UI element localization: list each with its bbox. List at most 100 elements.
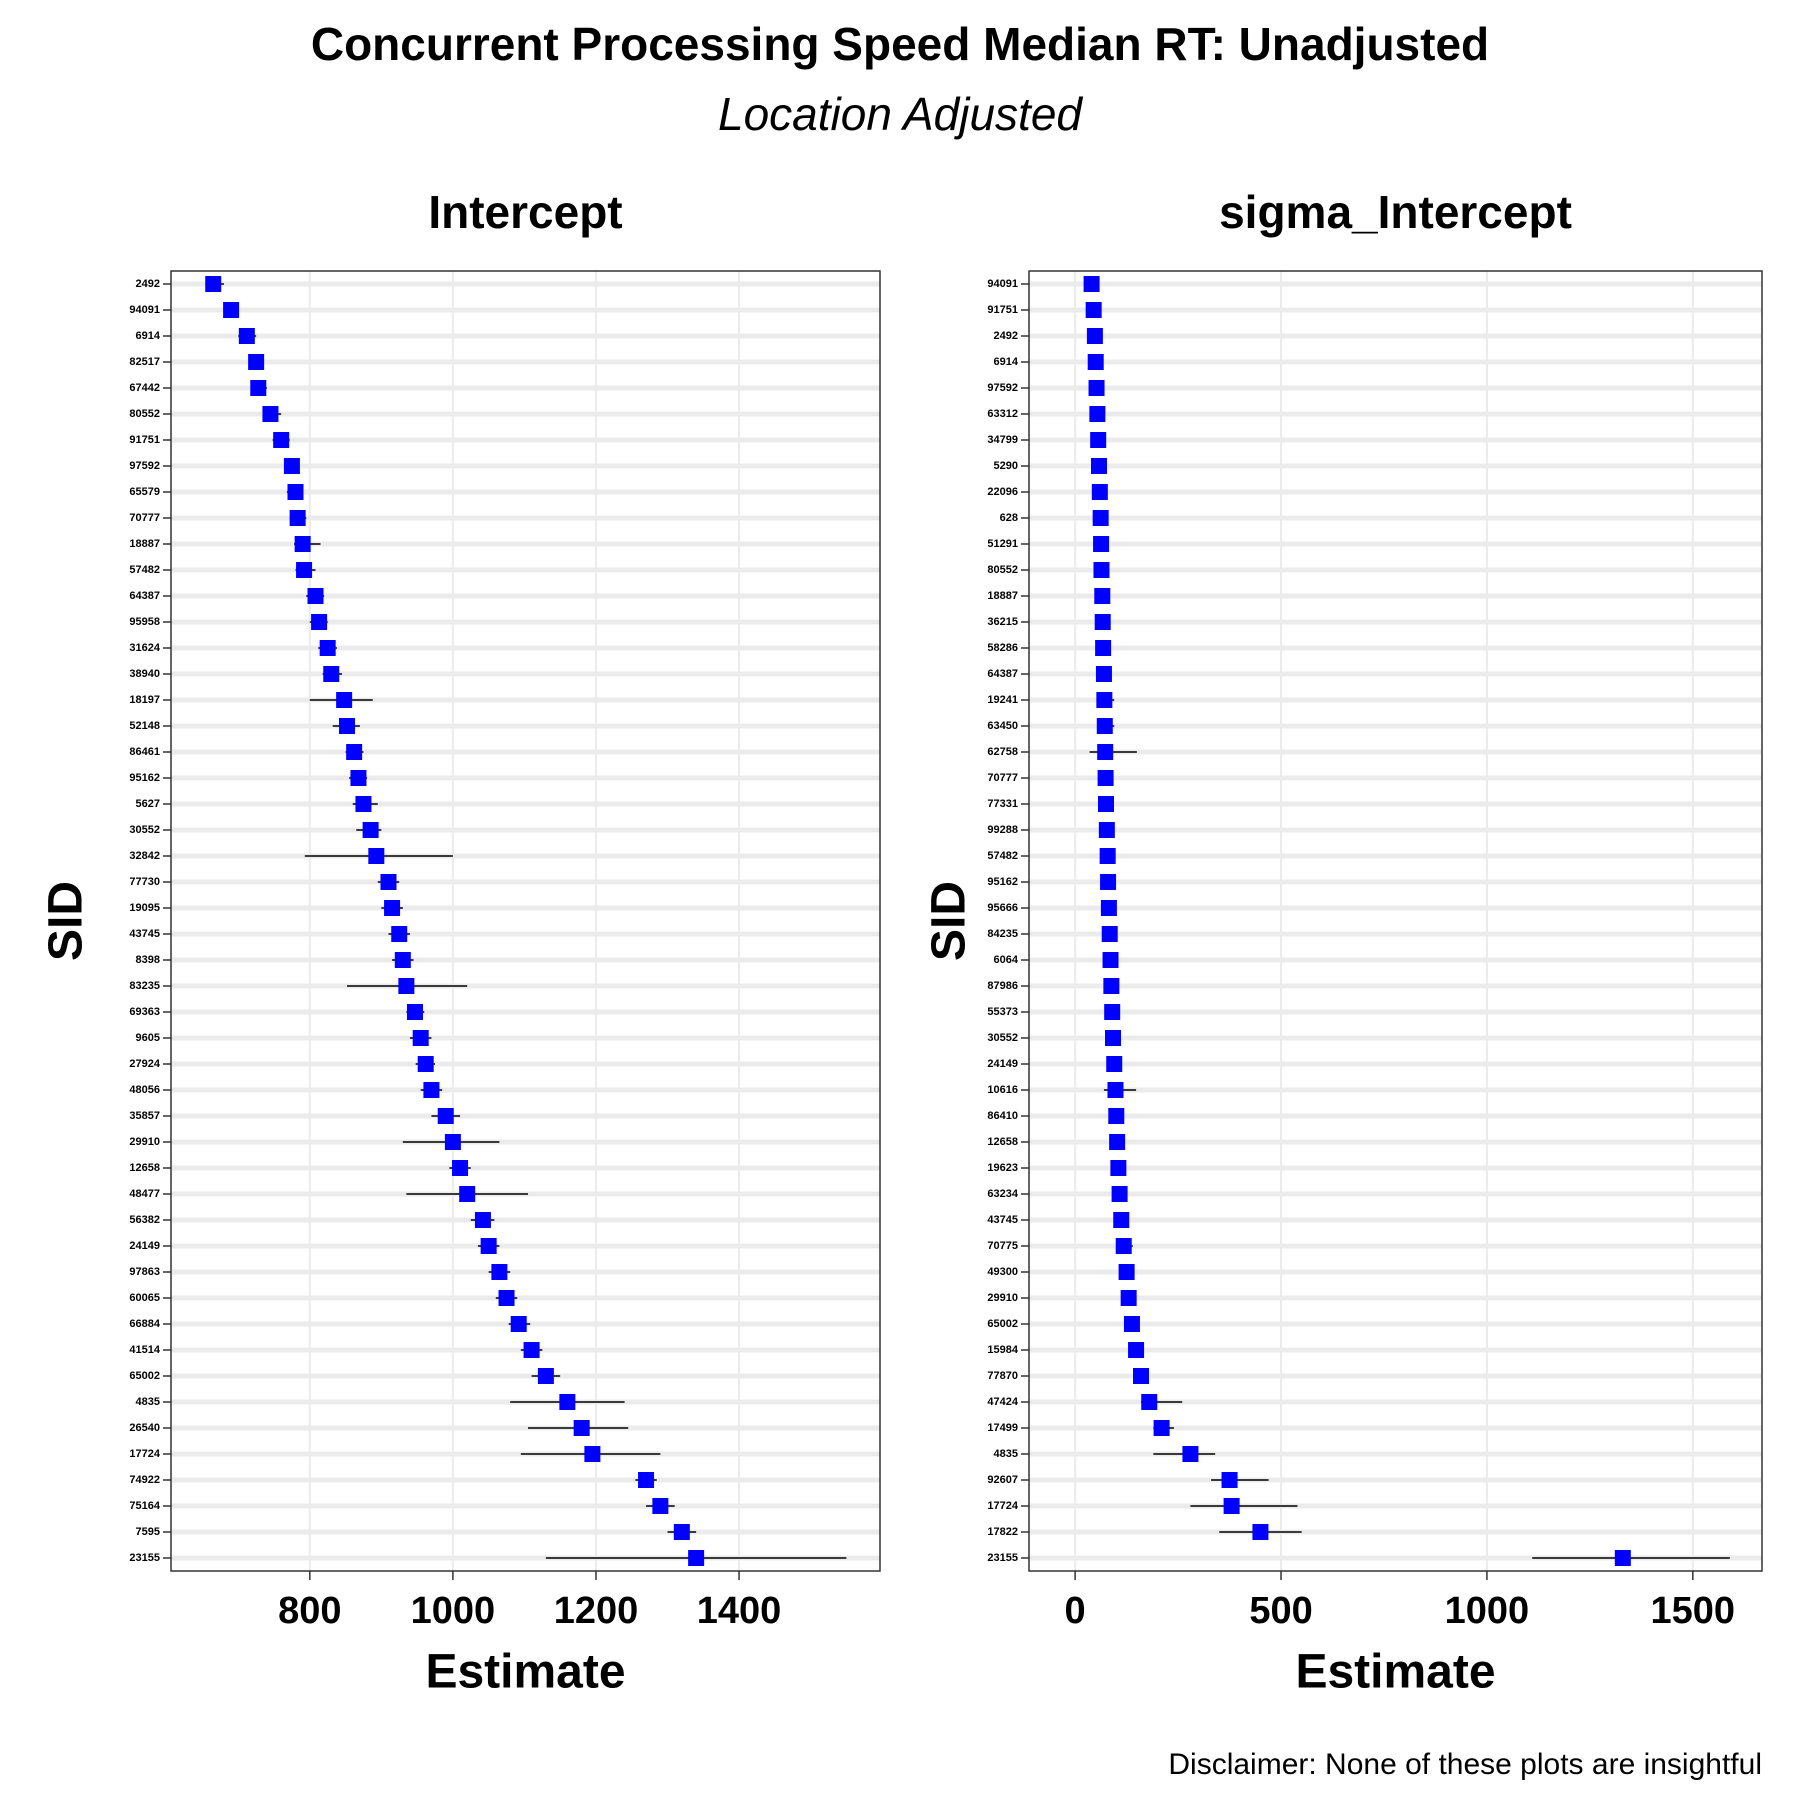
point [1110, 1160, 1127, 1176]
point [250, 380, 267, 396]
point [459, 1186, 476, 1202]
x-tick-label: 1500 [1651, 1590, 1736, 1632]
point [1089, 406, 1106, 422]
y-tick-label: 51291 [987, 538, 1018, 550]
y-tick-label: 36215 [987, 616, 1018, 628]
point [294, 536, 311, 552]
y-tick-label: 31624 [129, 642, 160, 654]
y-tick-label: 95162 [129, 772, 160, 784]
point [289, 510, 306, 526]
x-tick-label: 1000 [411, 1590, 496, 1632]
y-tick-label: 84235 [987, 928, 1018, 940]
y-tick-label: 83235 [129, 980, 160, 992]
y-tick-label: 18887 [987, 590, 1018, 602]
y-tick-label: 17499 [987, 1422, 1018, 1434]
caption: Disclaimer: None of these plots are insi… [1168, 1748, 1762, 1781]
y-tick-label: 17724 [987, 1500, 1018, 1512]
y-tick-label: 70775 [987, 1240, 1018, 1252]
point [1113, 1212, 1130, 1228]
y-tick-label: 12658 [987, 1136, 1018, 1148]
y-tick-label: 24149 [987, 1058, 1018, 1070]
y-tick-label: 43745 [129, 928, 160, 940]
point [474, 1212, 491, 1228]
y-tick-label: 56382 [129, 1214, 160, 1226]
point [1093, 536, 1110, 552]
point [1097, 744, 1114, 760]
point [398, 978, 415, 994]
y-axis-label: SID [923, 881, 976, 961]
y-tick-label: 17724 [129, 1448, 160, 1460]
y-tick-label: 94091 [987, 278, 1018, 290]
y-tick-label: 66884 [129, 1318, 160, 1330]
point [1252, 1524, 1269, 1540]
y-tick-label: 87986 [987, 980, 1018, 992]
point [1086, 328, 1103, 344]
y-tick-label: 65002 [129, 1370, 160, 1382]
point [1153, 1420, 1170, 1436]
y-tick-label: 63234 [987, 1188, 1018, 1200]
point [423, 1082, 440, 1098]
y-tick-label: 97592 [987, 382, 1018, 394]
y-tick-label: 43745 [987, 1214, 1018, 1226]
point [346, 744, 363, 760]
y-tick-label: 62758 [987, 746, 1018, 758]
point [1095, 640, 1112, 656]
point [1108, 1108, 1125, 1124]
y-tick-label: 47424 [987, 1396, 1018, 1408]
y-tick-label: 18887 [129, 538, 160, 550]
point [1092, 510, 1109, 526]
y-tick-label: 29910 [129, 1136, 160, 1148]
y-tick-label: 19241 [987, 694, 1018, 706]
point [380, 874, 397, 890]
x-tick-label: 1400 [697, 1590, 782, 1632]
y-tick-label: 48056 [129, 1084, 160, 1096]
y-tick-label: 57482 [987, 850, 1018, 862]
y-tick-label: 4835 [994, 1448, 1018, 1460]
point [248, 354, 265, 370]
point [1107, 1082, 1124, 1098]
point [1106, 1056, 1123, 1072]
y-tick-label: 52148 [129, 720, 160, 732]
point [223, 302, 240, 318]
y-tick-label: 29910 [987, 1292, 1018, 1304]
x-tick-label: 0 [1065, 1590, 1086, 1632]
point [437, 1108, 454, 1124]
y-tick-label: 4835 [136, 1396, 160, 1408]
y-tick-label: 91751 [987, 304, 1018, 316]
y-tick-label: 64387 [129, 590, 160, 602]
y-tick-label: 5627 [136, 798, 160, 810]
y-tick-label: 97863 [129, 1266, 160, 1278]
y-axis-label: SID [40, 881, 93, 961]
point [523, 1342, 540, 1358]
point [444, 1134, 461, 1150]
x-tick-label: 1200 [554, 1590, 639, 1632]
y-tick-label: 26540 [129, 1422, 160, 1434]
point [573, 1420, 590, 1436]
point [1120, 1290, 1137, 1306]
plot-background [1029, 271, 1762, 1571]
y-tick-label: 30552 [129, 824, 160, 836]
y-tick-label: 65579 [129, 486, 160, 498]
x-axis-label: Estimate [425, 1646, 625, 1699]
y-tick-label: 30552 [987, 1032, 1018, 1044]
point [584, 1446, 601, 1462]
point [1095, 666, 1112, 682]
point [368, 848, 385, 864]
panel-title: sigma_Intercept [1219, 186, 1572, 238]
y-tick-label: 77331 [987, 798, 1018, 810]
point [273, 432, 290, 448]
point [1182, 1446, 1199, 1462]
y-tick-label: 70777 [129, 512, 160, 524]
y-tick-label: 41514 [129, 1344, 160, 1356]
y-tick-label: 35857 [129, 1110, 160, 1122]
y-tick-label: 69363 [129, 1006, 160, 1018]
y-tick-label: 19623 [987, 1162, 1018, 1174]
y-tick-label: 38940 [129, 668, 160, 680]
point [510, 1316, 527, 1332]
point [559, 1394, 576, 1410]
y-tick-label: 6064 [994, 954, 1019, 966]
point [1101, 926, 1118, 942]
point [1111, 1186, 1128, 1202]
point [1128, 1342, 1145, 1358]
